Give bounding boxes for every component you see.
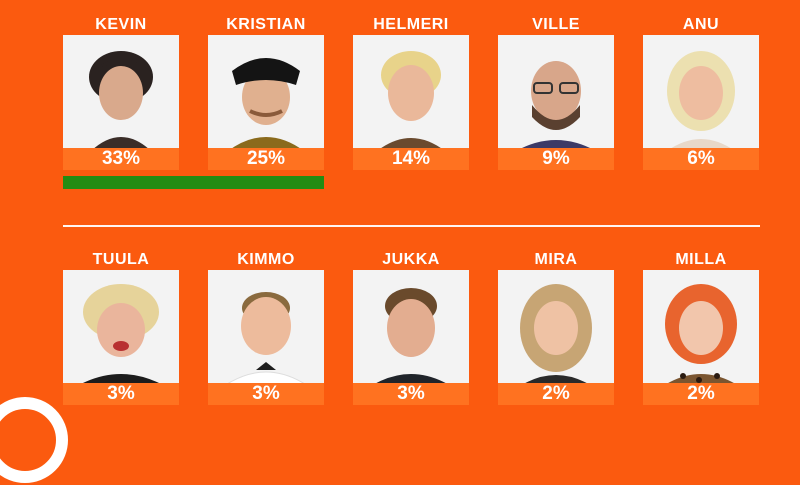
contestant-photo: [208, 35, 324, 151]
contestant-photo: [498, 35, 614, 151]
contestant-photo: [208, 270, 324, 386]
contestant-name: KEVIN: [95, 16, 147, 33]
contestant-name: KRISTIAN: [226, 16, 306, 33]
contestant-name: MILLA: [675, 251, 727, 268]
contestant-name: ANU: [682, 16, 720, 33]
portrait-icon: [643, 270, 759, 386]
vote-percent: 3%: [208, 383, 324, 405]
advance-indicator-bar: [63, 176, 324, 189]
portrait-icon: [643, 35, 759, 151]
vote-percent: 9%: [498, 148, 614, 170]
contestant-name: JUKKA: [382, 251, 440, 268]
vote-percent: 25%: [208, 148, 324, 170]
portrait-icon: [498, 35, 614, 151]
portrait-icon: [208, 35, 324, 151]
vote-percent: 14%: [353, 148, 469, 170]
contestant-photo: [353, 270, 469, 386]
contestant-photo: [353, 35, 469, 151]
contestant-name: TUULA: [92, 251, 150, 268]
portrait-icon: [498, 270, 614, 386]
portrait-icon: [63, 35, 179, 151]
portrait-icon: [208, 270, 324, 386]
contestant-name: HELMERI: [373, 16, 449, 33]
contestant-name: MIRA: [534, 251, 578, 268]
vote-percent: 33%: [63, 148, 179, 170]
portrait-icon: [353, 270, 469, 386]
contestant-photo: [63, 35, 179, 151]
contestant-name: KIMMO: [237, 251, 295, 268]
vote-percent: 6%: [643, 148, 759, 170]
portrait-icon: [63, 270, 179, 386]
section-divider: [63, 225, 760, 227]
contestant-photo: [498, 270, 614, 386]
vote-percent: 3%: [63, 383, 179, 405]
vote-percent: 2%: [498, 383, 614, 405]
portrait-icon: [353, 35, 469, 151]
contestant-photo: [63, 270, 179, 386]
vote-percent: 3%: [353, 383, 469, 405]
contestant-photo: [643, 270, 759, 386]
contestant-photo: [643, 35, 759, 151]
contestant-name: VILLE: [532, 16, 580, 33]
circle-logo-icon: [0, 397, 68, 483]
vote-percent: 2%: [643, 383, 759, 405]
